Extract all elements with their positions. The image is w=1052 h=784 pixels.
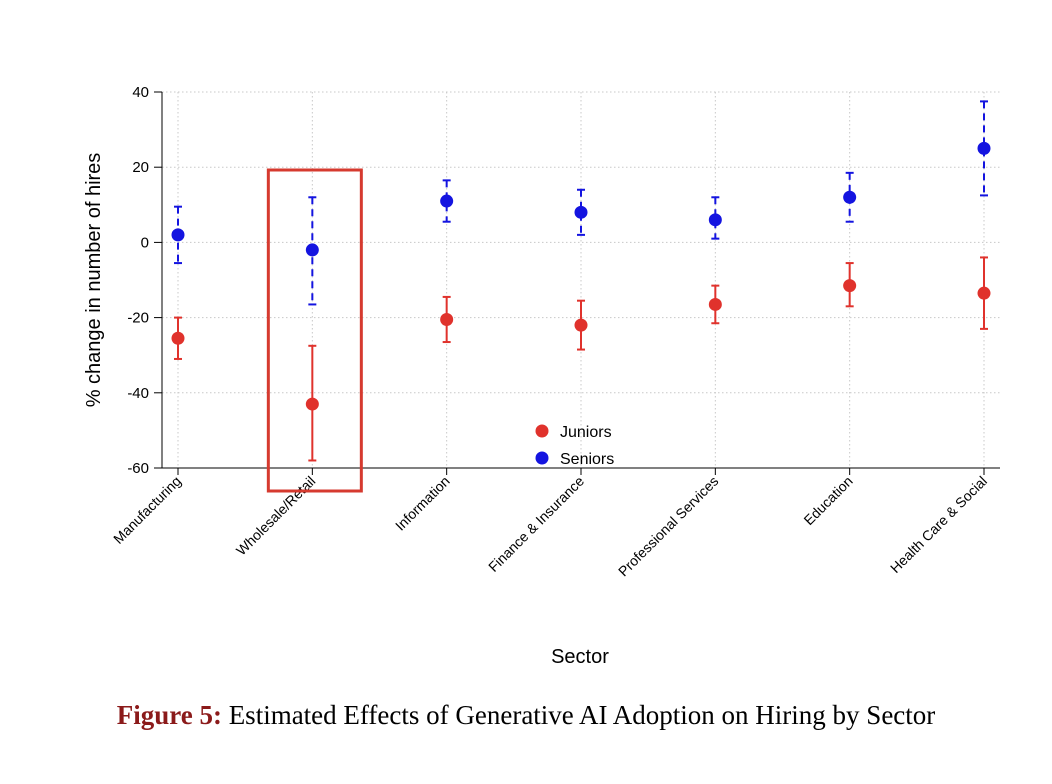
y-tick-label: 0 bbox=[141, 234, 149, 251]
point-juniors bbox=[708, 297, 722, 311]
point-seniors bbox=[977, 141, 991, 155]
point-seniors bbox=[171, 228, 185, 242]
legend-label-seniors: Seniors bbox=[560, 451, 614, 468]
y-tick-label: 20 bbox=[132, 159, 149, 176]
figure-caption: Figure 5: Estimated Effects of Generativ… bbox=[0, 700, 1052, 731]
legend-marker-juniors bbox=[535, 424, 549, 438]
x-tick-label: Manufacturing bbox=[110, 473, 184, 547]
point-seniors bbox=[843, 190, 857, 204]
grid bbox=[162, 91, 1000, 469]
highlight-box bbox=[266, 168, 363, 493]
x-tick-label: Wholesale/Retail bbox=[233, 473, 319, 559]
x-tick-label: Information bbox=[392, 473, 453, 534]
x-tick-label: Professional Services bbox=[615, 473, 722, 580]
highlight-rectangle bbox=[266, 168, 363, 493]
point-seniors bbox=[305, 243, 319, 257]
x-tick-label: Finance & Insurance bbox=[485, 473, 587, 575]
point-seniors bbox=[574, 205, 588, 219]
point-seniors bbox=[440, 194, 454, 208]
x-axis-title: Sector bbox=[551, 646, 609, 668]
axes bbox=[154, 91, 1000, 475]
point-juniors bbox=[171, 331, 185, 345]
y-tick-label: -20 bbox=[127, 310, 149, 327]
point-juniors bbox=[440, 312, 454, 326]
legend-label-juniors: Juniors bbox=[560, 424, 612, 441]
point-juniors bbox=[843, 279, 857, 293]
y-tick-label: 40 bbox=[132, 84, 149, 101]
figure-caption-text: Estimated Effects of Generative AI Adopt… bbox=[221, 700, 936, 730]
x-tick-label: Health Care & Social bbox=[887, 473, 990, 576]
point-juniors bbox=[977, 286, 991, 300]
y-axis-title: % change in number of hires bbox=[83, 153, 105, 408]
y-tick-label: -40 bbox=[127, 385, 149, 402]
y-tick-label: -60 bbox=[127, 460, 149, 477]
point-juniors bbox=[574, 318, 588, 332]
point-juniors bbox=[305, 397, 319, 411]
legend-marker-seniors bbox=[535, 451, 549, 465]
legend: Juniors Seniors bbox=[535, 424, 614, 468]
figure-label: Figure 5: bbox=[116, 700, 222, 730]
data-points bbox=[171, 141, 991, 411]
point-seniors bbox=[708, 213, 722, 227]
x-tick-label: Education bbox=[800, 473, 855, 528]
